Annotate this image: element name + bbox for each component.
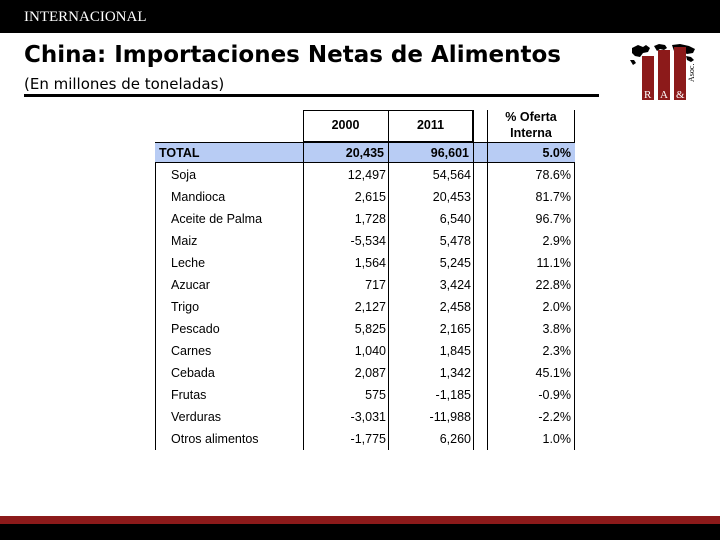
row-pct: 1.0%: [542, 432, 572, 446]
footer-bar: [0, 524, 720, 540]
row-label: Trigo: [171, 300, 200, 314]
row-2000: 717: [365, 278, 386, 292]
row-pct: 11.1%: [536, 256, 571, 270]
total-2011: 96,601: [430, 146, 469, 160]
world-map-logo-icon: R A & Asoc.: [630, 44, 696, 101]
logo-letter-amp: &: [676, 89, 685, 101]
row-2000: 1,728: [354, 212, 386, 226]
table-row-total: [155, 142, 575, 163]
total-pct: 5.0%: [542, 146, 572, 160]
row-label: Pescado: [171, 322, 220, 336]
row-2000: 1,564: [354, 256, 386, 270]
row-2000: 2,615: [354, 190, 386, 204]
row-2000: 5,825: [354, 322, 386, 336]
row-2011: -11,988: [429, 410, 471, 424]
title-divider: [24, 94, 599, 97]
row-label: Maiz: [171, 234, 198, 248]
row-2000: -5,534: [350, 234, 386, 248]
row-2000: 2,127: [354, 300, 386, 314]
row-label: Soja: [171, 168, 197, 182]
row-label: Leche: [171, 256, 206, 270]
row-label: Cebada: [171, 366, 215, 380]
table-left-border: [155, 142, 156, 450]
row-2011: 5,478: [439, 234, 471, 248]
total-row-line-4: [487, 142, 488, 163]
row-pct: 3.8%: [542, 322, 572, 336]
total-2000: 20,435: [345, 146, 384, 160]
page-subtitle: (En millones de toneladas): [24, 75, 225, 93]
column-line-pct-left: [487, 110, 488, 450]
row-2000: 575: [365, 388, 386, 402]
row-2011: 2,458: [439, 300, 471, 314]
row-2011: 6,540: [439, 212, 471, 226]
logo-letter-asoc: Asoc.: [687, 64, 696, 82]
logo-letter-a: A: [660, 89, 668, 101]
column-header-2000: 2000: [331, 118, 360, 132]
logo-letter-r: R: [644, 89, 652, 101]
column-line-2011: [388, 142, 389, 450]
row-pct: 96.7%: [535, 212, 571, 226]
row-2000: 1,040: [354, 344, 386, 358]
row-2011: 1,845: [439, 344, 471, 358]
column-header-2011: 2011: [416, 118, 445, 132]
row-label: Otros alimentos: [171, 432, 259, 446]
total-row-line-1: [303, 142, 304, 163]
row-pct: 2.9%: [542, 234, 572, 248]
row-pct: 78.6%: [535, 168, 571, 182]
row-2011: 5,245: [439, 256, 471, 270]
row-pct: 2.3%: [542, 344, 572, 358]
row-2000: 12,497: [347, 168, 386, 182]
row-2011: 20,453: [432, 190, 471, 204]
total-label: TOTAL: [159, 146, 200, 160]
table-right-border: [574, 110, 575, 450]
column-header-pct-line1: % Oferta: [505, 110, 557, 124]
row-2011: 54,564: [432, 168, 471, 182]
top-bar: INTERNACIONAL: [0, 0, 720, 33]
row-pct: 45.1%: [535, 366, 571, 380]
column-line-2000: [303, 142, 304, 450]
row-label: Aceite de Palma: [171, 212, 263, 226]
row-pct: -2.2%: [538, 410, 571, 424]
row-pct: 22.8%: [535, 278, 571, 292]
total-row-line-3: [473, 142, 474, 163]
row-label: Carnes: [171, 344, 212, 358]
column-line-2011-right: [473, 110, 474, 450]
row-2000: 2,087: [354, 366, 386, 380]
footer-accent-bar: [0, 516, 720, 524]
row-pct: 81.7%: [535, 190, 571, 204]
column-header-pct-line2: Interna: [510, 126, 552, 140]
row-2011: -1,185: [435, 388, 471, 402]
row-2011: 3,424: [439, 278, 471, 292]
total-row-line-2: [388, 142, 389, 163]
row-label: Verduras: [171, 410, 222, 424]
imports-table: 2000 2011 % Oferta Interna TOTAL 20,435 …: [155, 110, 575, 450]
row-label: Mandioca: [171, 190, 226, 204]
row-2011: 2,165: [439, 322, 471, 336]
row-label: Frutas: [171, 388, 207, 402]
row-pct: -0.9%: [538, 388, 571, 402]
row-2011: 6,260: [439, 432, 471, 446]
row-pct: 2.0%: [542, 300, 572, 314]
header-divider: [388, 110, 389, 142]
row-2000: -3,031: [350, 410, 386, 424]
row-2000: -1,775: [350, 432, 386, 446]
section-label: INTERNACIONAL: [24, 9, 147, 25]
row-2011: 1,342: [439, 366, 471, 380]
row-label: Azucar: [171, 278, 210, 292]
page-title: China: Importaciones Netas de Alimentos: [24, 42, 561, 68]
